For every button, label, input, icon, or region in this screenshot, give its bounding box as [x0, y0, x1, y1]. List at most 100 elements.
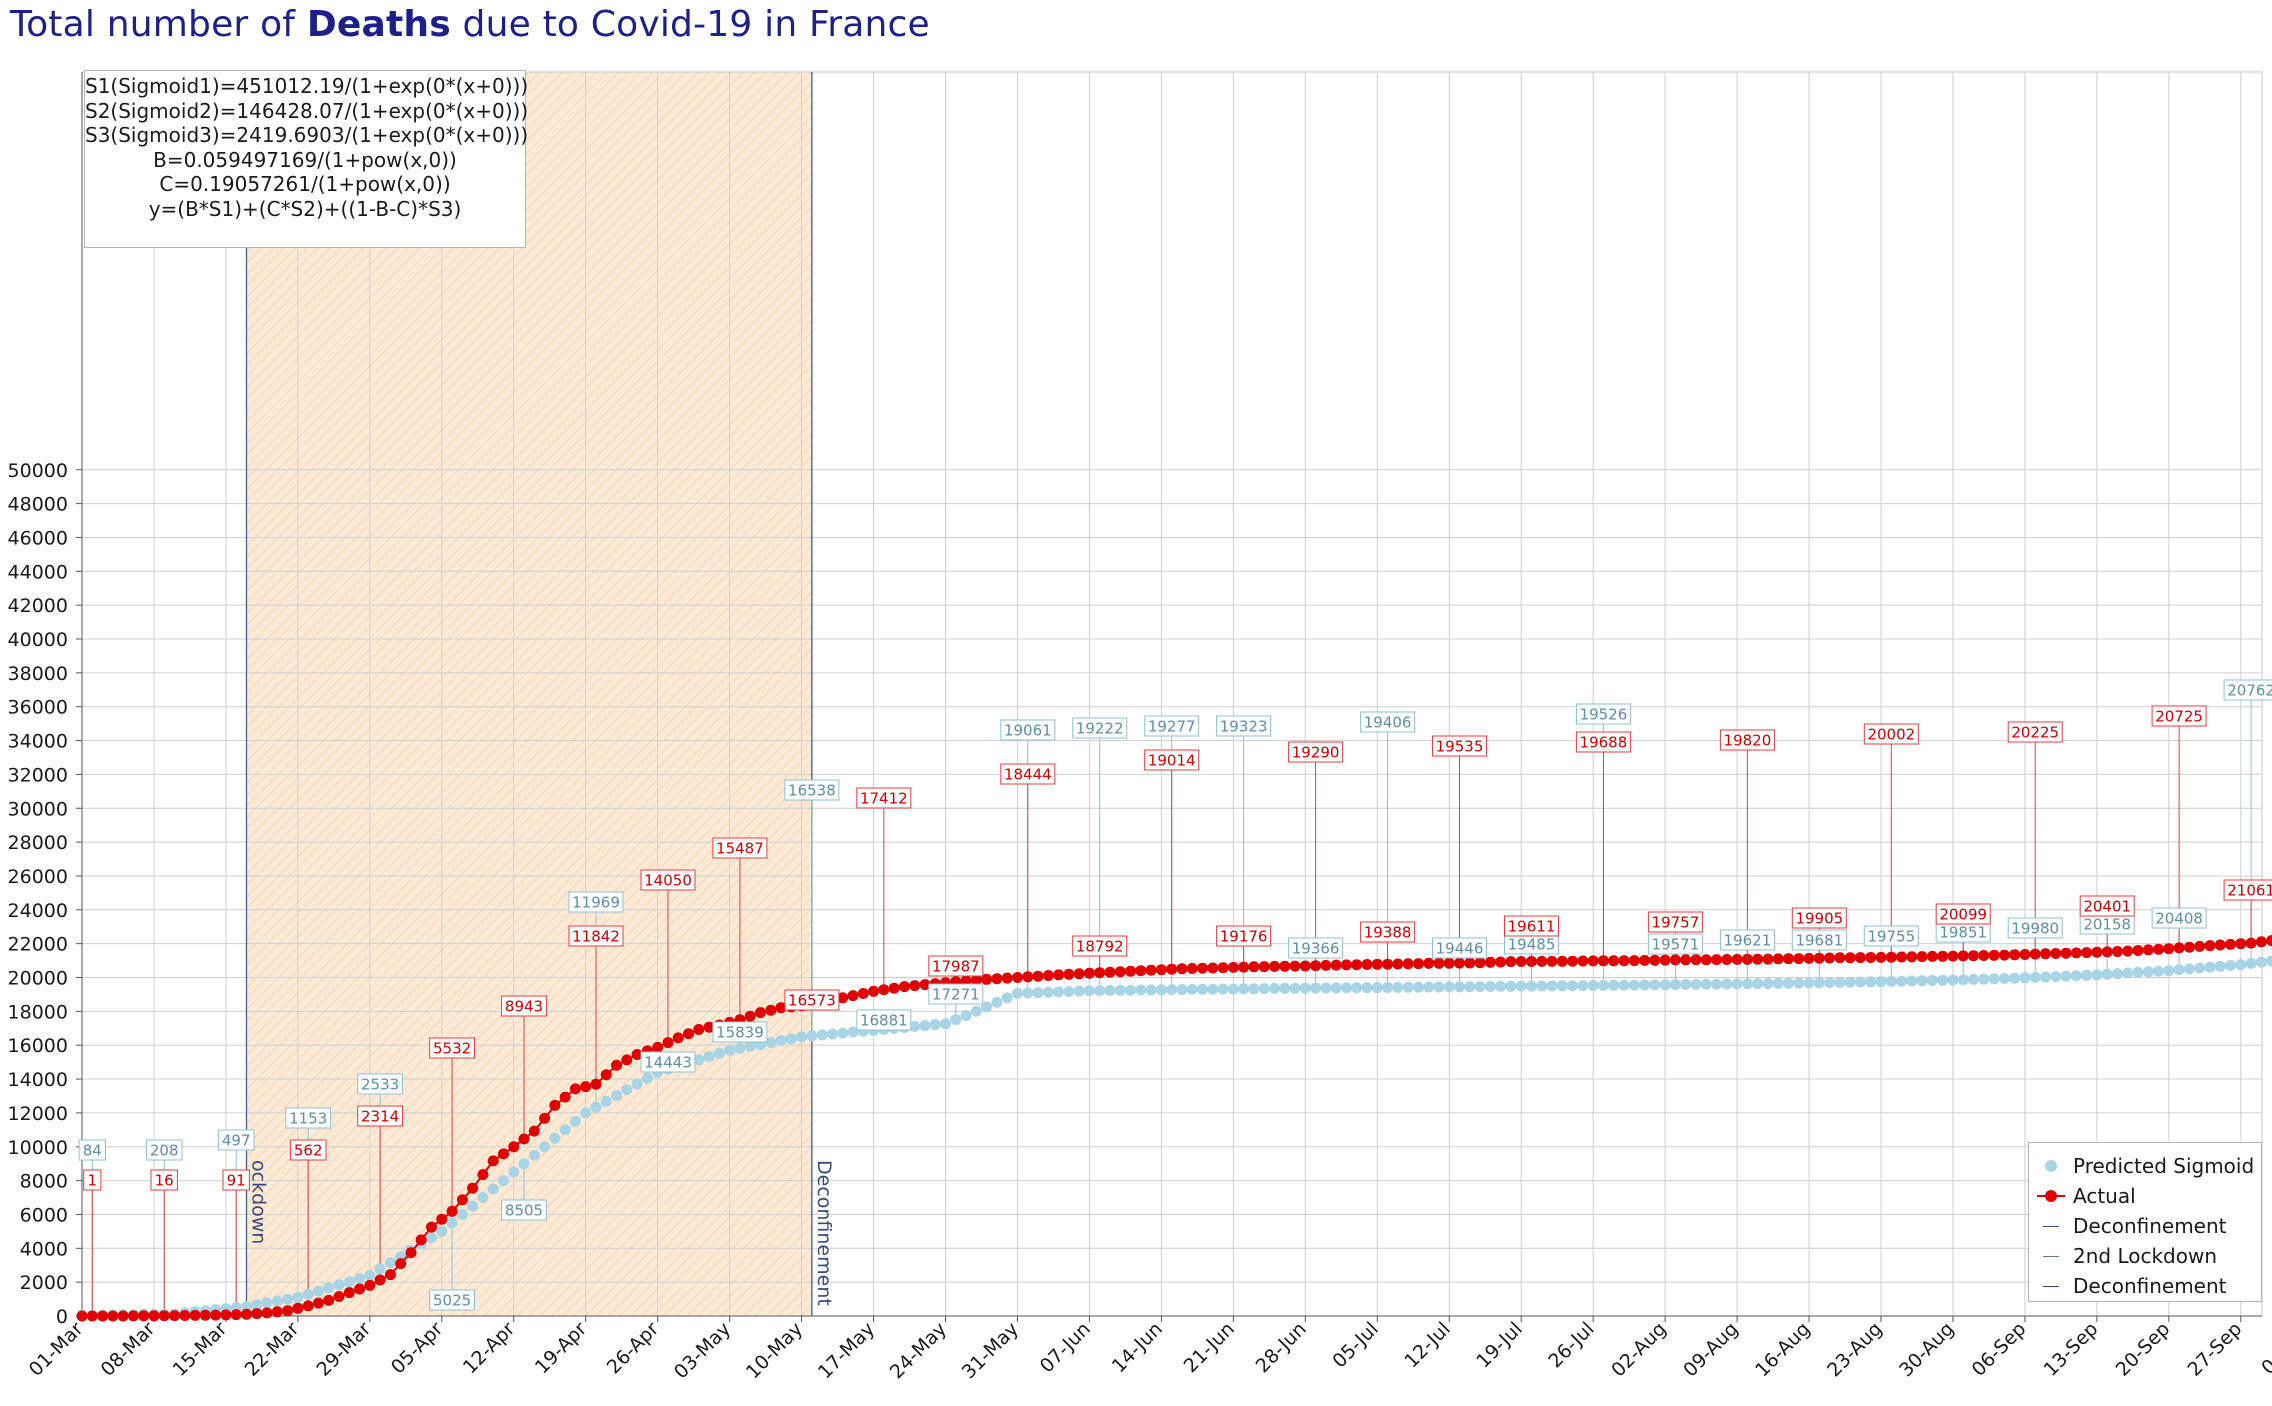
annotation-label: 5532 — [433, 1040, 471, 1058]
predicted-point — [2070, 970, 2082, 982]
annotation-box — [1863, 925, 1919, 947]
event-line-label: Deconfinement — [813, 1160, 835, 1306]
predicted-point — [1700, 978, 1712, 990]
actual-point — [405, 1247, 417, 1259]
actual-point — [1875, 951, 1887, 963]
y-tick-label: 46000 — [8, 527, 68, 549]
predicted-point — [1073, 985, 1085, 997]
actual-point — [230, 1309, 242, 1321]
actual-point — [1526, 956, 1537, 967]
annotation-label: 17987 — [932, 958, 980, 976]
predicted-point — [1731, 978, 1743, 990]
actual-point — [1258, 961, 1270, 973]
formula-line: y=(B*S1)+(C*S2)+((1-B-C)*S3) — [148, 196, 462, 221]
actual-point — [1361, 959, 1373, 970]
actual-point — [2111, 946, 2123, 957]
annotation-label: 19406 — [1364, 714, 1412, 732]
actual-point — [662, 1037, 674, 1049]
annotation-box — [1000, 763, 1056, 785]
x-tick-label: 19-Jul — [1472, 1318, 1526, 1372]
actual-point — [600, 1069, 612, 1081]
x-tick-label: 15-Mar — [169, 1318, 232, 1381]
predicted-point — [436, 1225, 448, 1237]
annotation-box — [784, 779, 840, 801]
actual-point — [2029, 948, 2041, 960]
actual-point — [1906, 951, 1918, 963]
actual-point — [210, 1309, 222, 1321]
actual-point — [652, 1041, 664, 1053]
actual-point — [703, 1021, 715, 1033]
annotation-label: 19222 — [1076, 720, 1124, 738]
y-tick-label: 22000 — [8, 934, 68, 956]
actual-point — [1926, 950, 1938, 962]
predicted-point — [374, 1263, 386, 1275]
annotation-box — [784, 989, 840, 1011]
annotation-label: 19535 — [1436, 738, 1484, 756]
actual-point — [1865, 952, 1877, 963]
actual-point — [487, 1155, 499, 1167]
actual-point — [1279, 960, 1291, 972]
annotation-box — [501, 995, 547, 1017]
actual-point — [1340, 959, 1352, 971]
legend-item-2nd-lockdown: 2nd Lockdown — [2037, 1241, 2261, 1271]
x-tick-label: 09-Aug — [1679, 1318, 1742, 1381]
actual-point — [426, 1221, 437, 1233]
annotation-label: 18792 — [1076, 938, 1124, 956]
annotation-box — [222, 1169, 250, 1191]
annotation-box — [285, 1107, 332, 1129]
annotation-label: 19820 — [1724, 732, 1772, 750]
annotation-box — [1144, 749, 1200, 771]
predicted-point — [2060, 970, 2072, 982]
x-tick-label: 05-Jul — [1328, 1318, 1382, 1372]
annotation-label: 19366 — [1292, 940, 1340, 958]
actual-point — [970, 974, 982, 986]
predicted-point — [1896, 975, 1908, 987]
predicted-point — [539, 1141, 551, 1153]
annotation-label: 19905 — [1795, 910, 1843, 928]
annotation-box — [150, 1169, 178, 1191]
predicted-point — [1906, 975, 1918, 987]
predicted-point — [1104, 984, 1116, 996]
actual-point — [1731, 953, 1743, 965]
actual-point — [1618, 955, 1630, 967]
actual-point — [1186, 963, 1198, 974]
x-tick-label: 07-Jun — [1036, 1318, 1095, 1377]
x-tick-label: 30-Aug — [1895, 1318, 1958, 1381]
actual-point — [559, 1091, 571, 1103]
annotation-label: 20762 — [2227, 682, 2272, 700]
actual-point — [631, 1049, 643, 1060]
annotation-label: 5025 — [433, 1292, 471, 1310]
annotation-box — [1647, 933, 1703, 955]
actual-point — [117, 1310, 129, 1322]
predicted-point — [1536, 980, 1548, 992]
predicted-point — [1248, 983, 1260, 995]
annotation-box — [1288, 937, 1344, 959]
predicted-point — [775, 1035, 787, 1047]
predicted-point — [1371, 982, 1383, 994]
actual-point — [241, 1308, 252, 1320]
predicted-point — [970, 1005, 982, 1017]
actual-point — [2081, 947, 2093, 959]
actual-point — [374, 1274, 386, 1286]
actual-point — [1546, 955, 1558, 967]
x-tick-label: 23-Aug — [1823, 1318, 1886, 1381]
predicted-point — [1813, 977, 1825, 989]
predicted-point — [2009, 972, 2021, 984]
actual-point — [1012, 972, 1023, 983]
actual-point — [1813, 952, 1825, 964]
predicted-point — [1484, 981, 1496, 992]
predicted-point — [1197, 983, 1208, 995]
actual-point — [1464, 957, 1476, 969]
annotation-box — [1575, 731, 1631, 753]
predicted-point — [1340, 982, 1352, 994]
actual-point — [477, 1169, 489, 1181]
annotation-box — [568, 925, 624, 947]
annotation-label: 19277 — [1148, 718, 1196, 736]
predicted-point — [600, 1095, 612, 1107]
predicted-point — [2194, 962, 2206, 974]
actual-point — [2132, 945, 2144, 956]
predicted-point — [744, 1040, 756, 1052]
actual-point — [2091, 946, 2103, 958]
annotation-box — [640, 1051, 696, 1073]
